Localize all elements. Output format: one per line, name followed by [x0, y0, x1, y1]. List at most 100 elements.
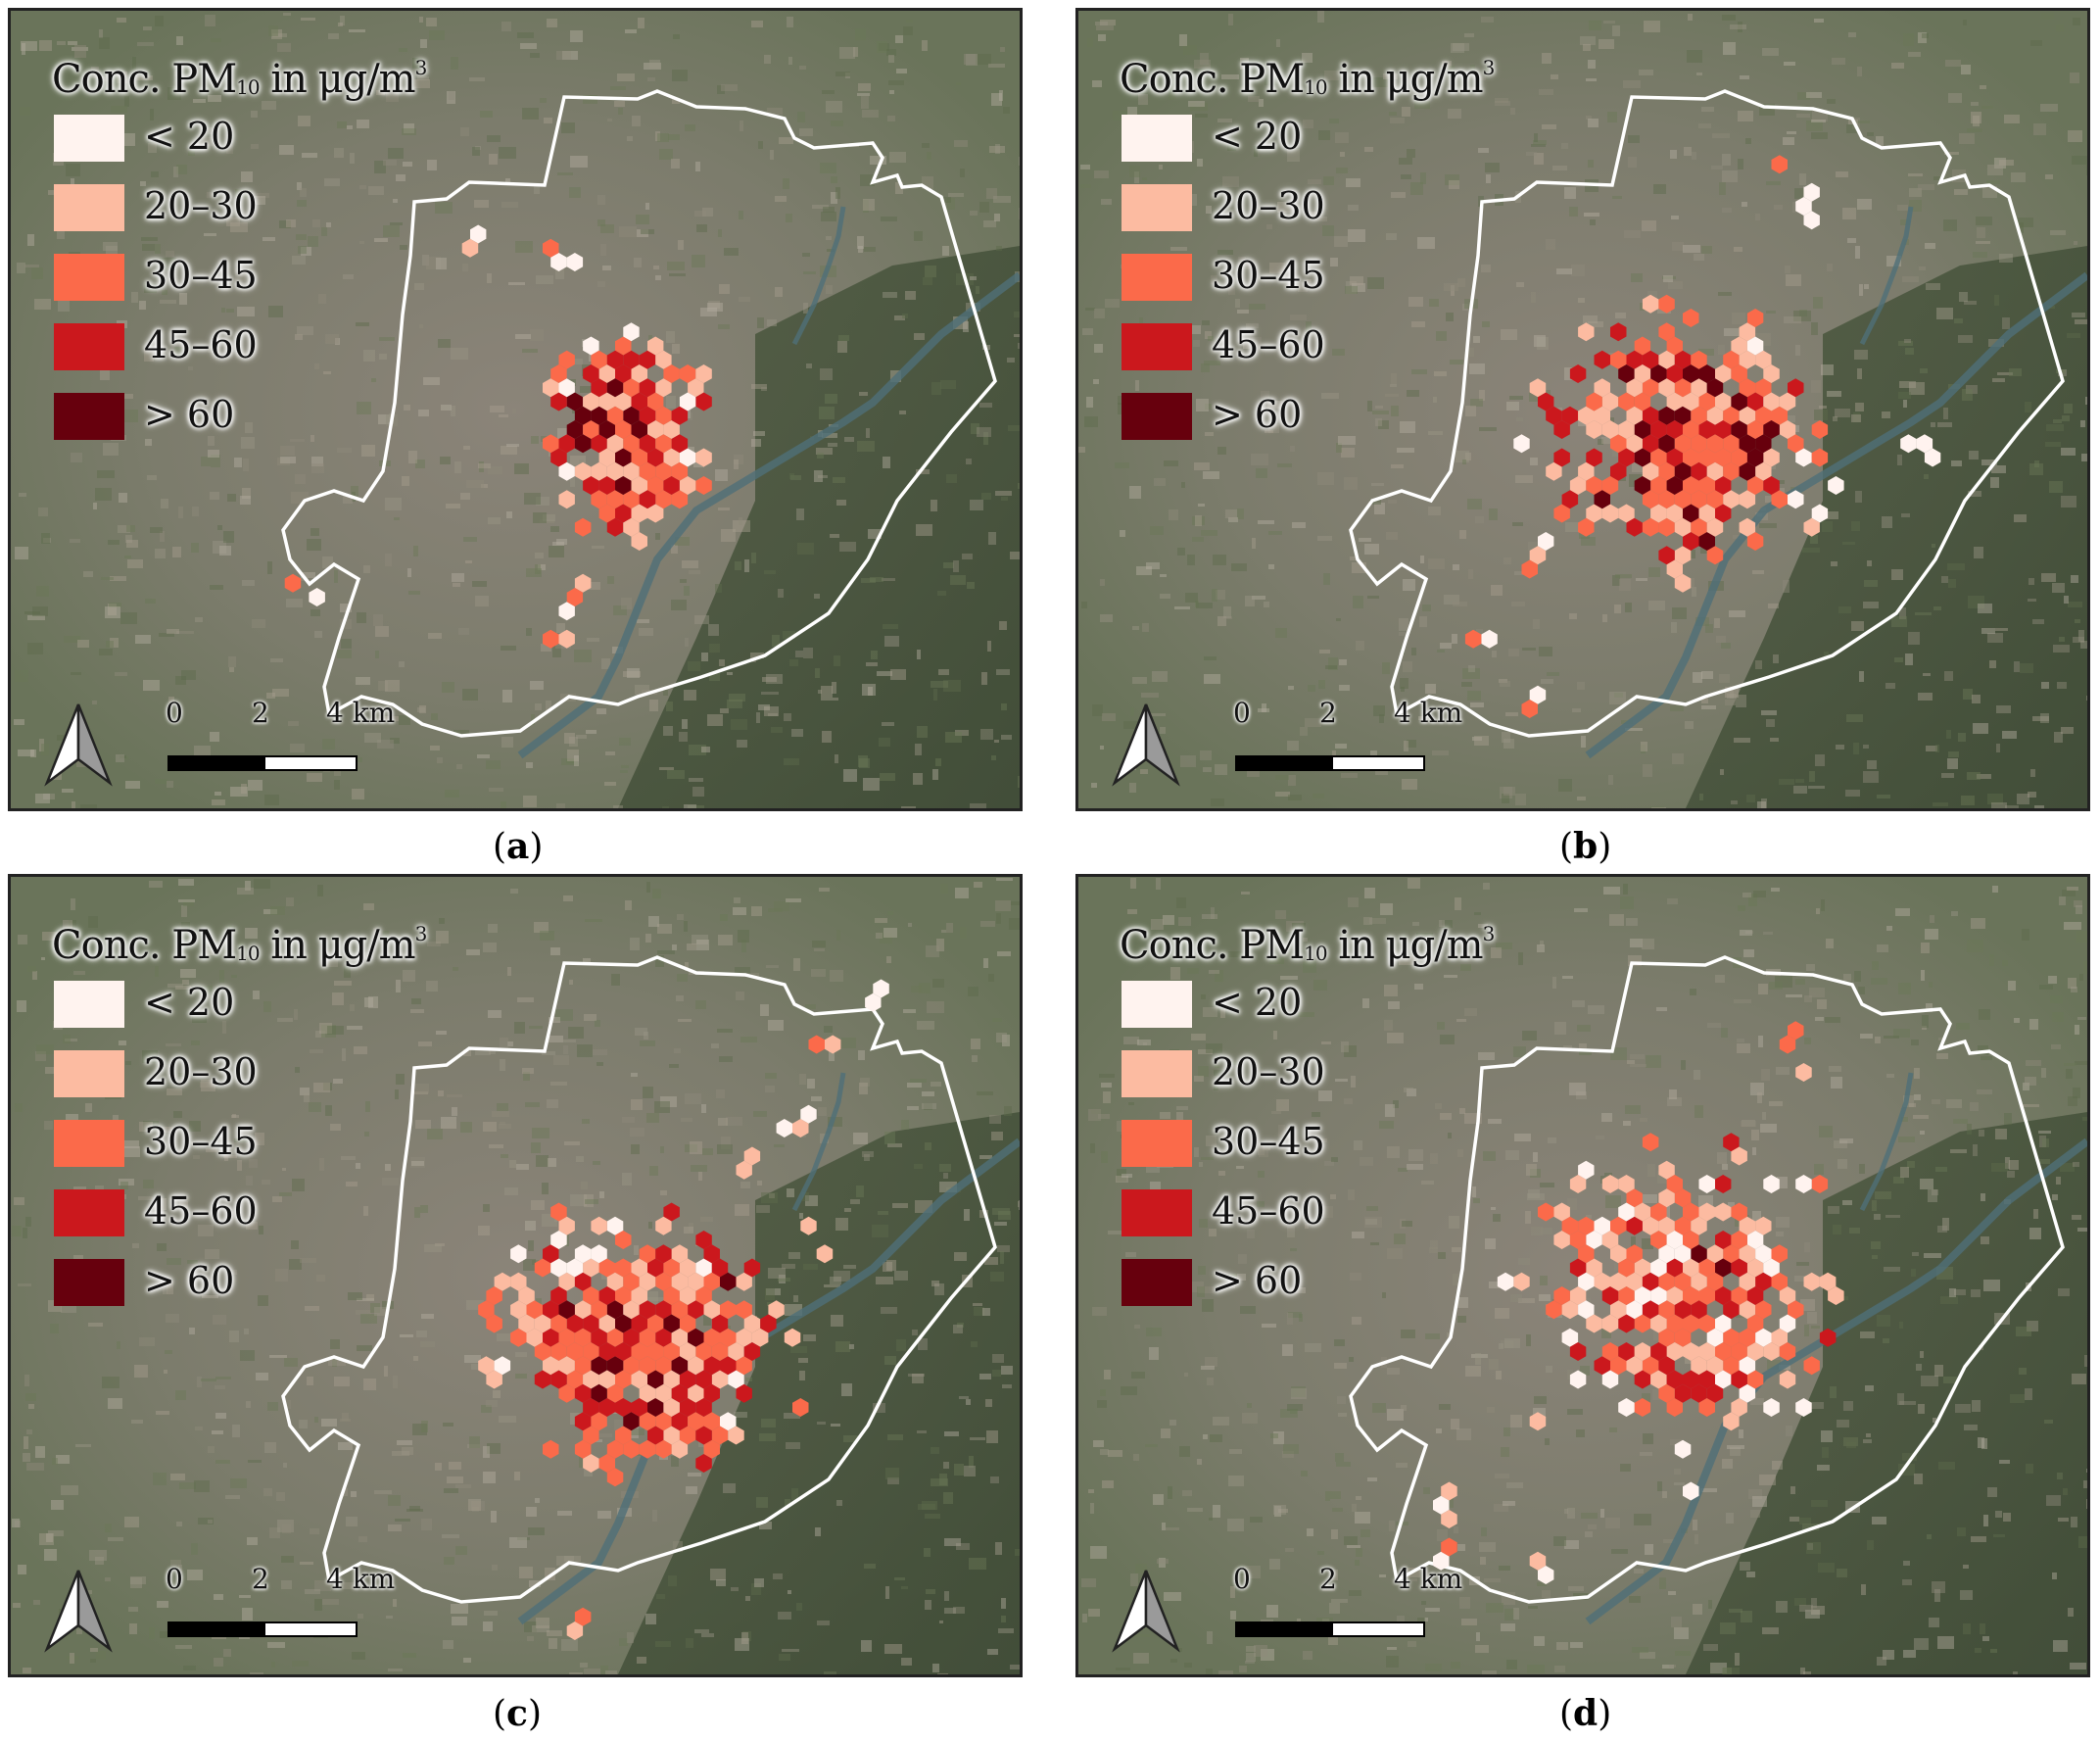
pm10-hexbin	[1723, 1412, 1740, 1431]
pm10-hexbin	[623, 517, 640, 537]
scale-bar-label: 4 km	[326, 1563, 396, 1595]
pm10-hexbin	[494, 1272, 511, 1291]
pm10-hexbin	[631, 1258, 647, 1278]
pm10-hexbin	[583, 1370, 599, 1389]
pm10-hexbin	[486, 1314, 502, 1333]
pm10-hexbin	[566, 1342, 584, 1361]
pm10-hexbin	[1650, 1370, 1667, 1389]
pm10-hexbin	[1691, 1244, 1707, 1264]
pm10-hexbin	[1746, 1370, 1764, 1389]
legend-label: > 60	[144, 1259, 235, 1302]
pm10-hexbin	[1642, 461, 1659, 481]
pm10-hexbin	[606, 490, 624, 509]
scale-bar-segment	[1331, 755, 1425, 771]
pm10-hexbin	[518, 1314, 535, 1333]
pm10-hexbin	[1561, 406, 1579, 425]
pm10-hexbin	[1634, 1370, 1651, 1389]
pm10-hexbin	[663, 1370, 680, 1389]
pm10-hexbin	[1618, 392, 1635, 411]
pm10-hexbin	[1642, 378, 1659, 398]
pm10-hexbin	[1634, 336, 1651, 356]
pm10-hexbin	[598, 504, 615, 523]
pm10-hexbin	[1601, 1314, 1619, 1333]
pm10-hexbin	[598, 1258, 615, 1278]
pm10-hexbin	[1650, 1342, 1667, 1361]
pm10-hexbin	[647, 1370, 664, 1389]
scale-bar-label: 0	[1233, 697, 1251, 729]
pm10-hexbin	[655, 461, 672, 481]
pm10-hexbin	[1666, 364, 1683, 383]
pm10-hexbin	[1739, 1216, 1756, 1235]
pm10-hexbin	[1706, 1356, 1724, 1376]
pm10-hexbin	[1723, 1300, 1740, 1320]
pm10-hexbin	[558, 378, 575, 398]
pm10-hexbin	[792, 1398, 809, 1417]
pm10-hexbin	[1755, 350, 1772, 369]
pm10-hexbin	[1586, 1231, 1602, 1249]
pm10-hexbin	[1731, 1231, 1747, 1249]
pm10-hexbin	[550, 392, 567, 411]
pm10-hexbin	[461, 238, 479, 258]
pm10-hexbin	[1731, 1370, 1747, 1389]
pm10-hexbin	[1715, 1314, 1732, 1333]
pm10-hexbin	[1601, 504, 1619, 523]
pm10-hexbin	[615, 1426, 632, 1445]
pm10-hexbin	[631, 392, 647, 411]
pm10-hexbin	[615, 448, 632, 467]
pm10-hexbin	[1924, 448, 1941, 467]
legend-swatch	[54, 393, 124, 440]
caption-b: (b)	[1559, 826, 1612, 867]
pm10-hexbin	[1811, 504, 1829, 523]
pm10-hexbin	[1658, 1272, 1675, 1291]
pm10-hexbin	[615, 1231, 632, 1249]
pm10-hexbin	[1658, 294, 1675, 314]
pm10-hexbin	[1819, 1328, 1837, 1347]
pm10-hexbin	[695, 1454, 712, 1473]
pm10-hexbin	[1594, 350, 1610, 369]
pm10-hexbin	[591, 350, 607, 369]
pm10-hexbin	[1755, 1272, 1772, 1291]
pm10-hexbin	[631, 420, 647, 439]
pm10-hexbin	[1578, 1300, 1595, 1320]
pm10-hexbin	[574, 517, 592, 537]
pm10-hexbin	[1763, 1258, 1780, 1278]
pm10-hexbin	[1578, 517, 1595, 537]
pm10-hexbin	[1674, 1188, 1692, 1208]
pm10-hexbin	[1586, 420, 1602, 439]
pm10-hexbin	[1739, 1300, 1756, 1320]
pm10-hexbin	[623, 1272, 640, 1291]
pm10-hexbin	[1674, 434, 1692, 454]
pm10-hexbin	[1723, 434, 1740, 454]
pm10-hexbin	[591, 490, 607, 509]
pm10-hexbin	[1739, 322, 1756, 342]
pm10-hexbin	[776, 1119, 792, 1137]
pm10-hexbin	[550, 448, 567, 467]
pm10-hexbin	[1739, 517, 1756, 537]
pm10-hexbin	[1626, 1356, 1643, 1376]
pm10-hexbin	[574, 1328, 592, 1347]
pm10-hexbin	[1755, 434, 1772, 454]
pm10-hexbin	[1691, 461, 1707, 481]
pm10-hexbin	[1683, 1231, 1699, 1249]
pm10-hexbin	[1674, 517, 1692, 537]
pm10-hexbin	[1731, 1146, 1747, 1166]
pm10-hexbin	[1594, 378, 1610, 398]
pm10-hexbin	[615, 1342, 632, 1361]
pm10-hexbin	[566, 1258, 584, 1278]
pm10-hexbin	[1691, 1300, 1707, 1320]
pm10-hexbin	[655, 1300, 672, 1320]
legend-swatch	[1122, 115, 1192, 162]
pm10-hexbin	[615, 1258, 632, 1278]
pm10-hexbin	[583, 1314, 599, 1333]
legend-title: Conc. PM10 in μg/m3	[1120, 922, 1495, 968]
pm10-hexbin	[631, 1314, 647, 1333]
pm10-hexbin	[1900, 434, 1917, 454]
pm10-hexbin	[1683, 532, 1699, 551]
pm10-hexbin	[1569, 364, 1587, 383]
pm10-hexbin	[606, 517, 624, 537]
pm10-hexbin	[695, 448, 712, 467]
pm10-hexbin	[1706, 1272, 1724, 1291]
pm10-hexbin	[647, 1314, 664, 1333]
legend-swatch	[54, 115, 124, 162]
pm10-hexbin	[816, 1244, 834, 1264]
